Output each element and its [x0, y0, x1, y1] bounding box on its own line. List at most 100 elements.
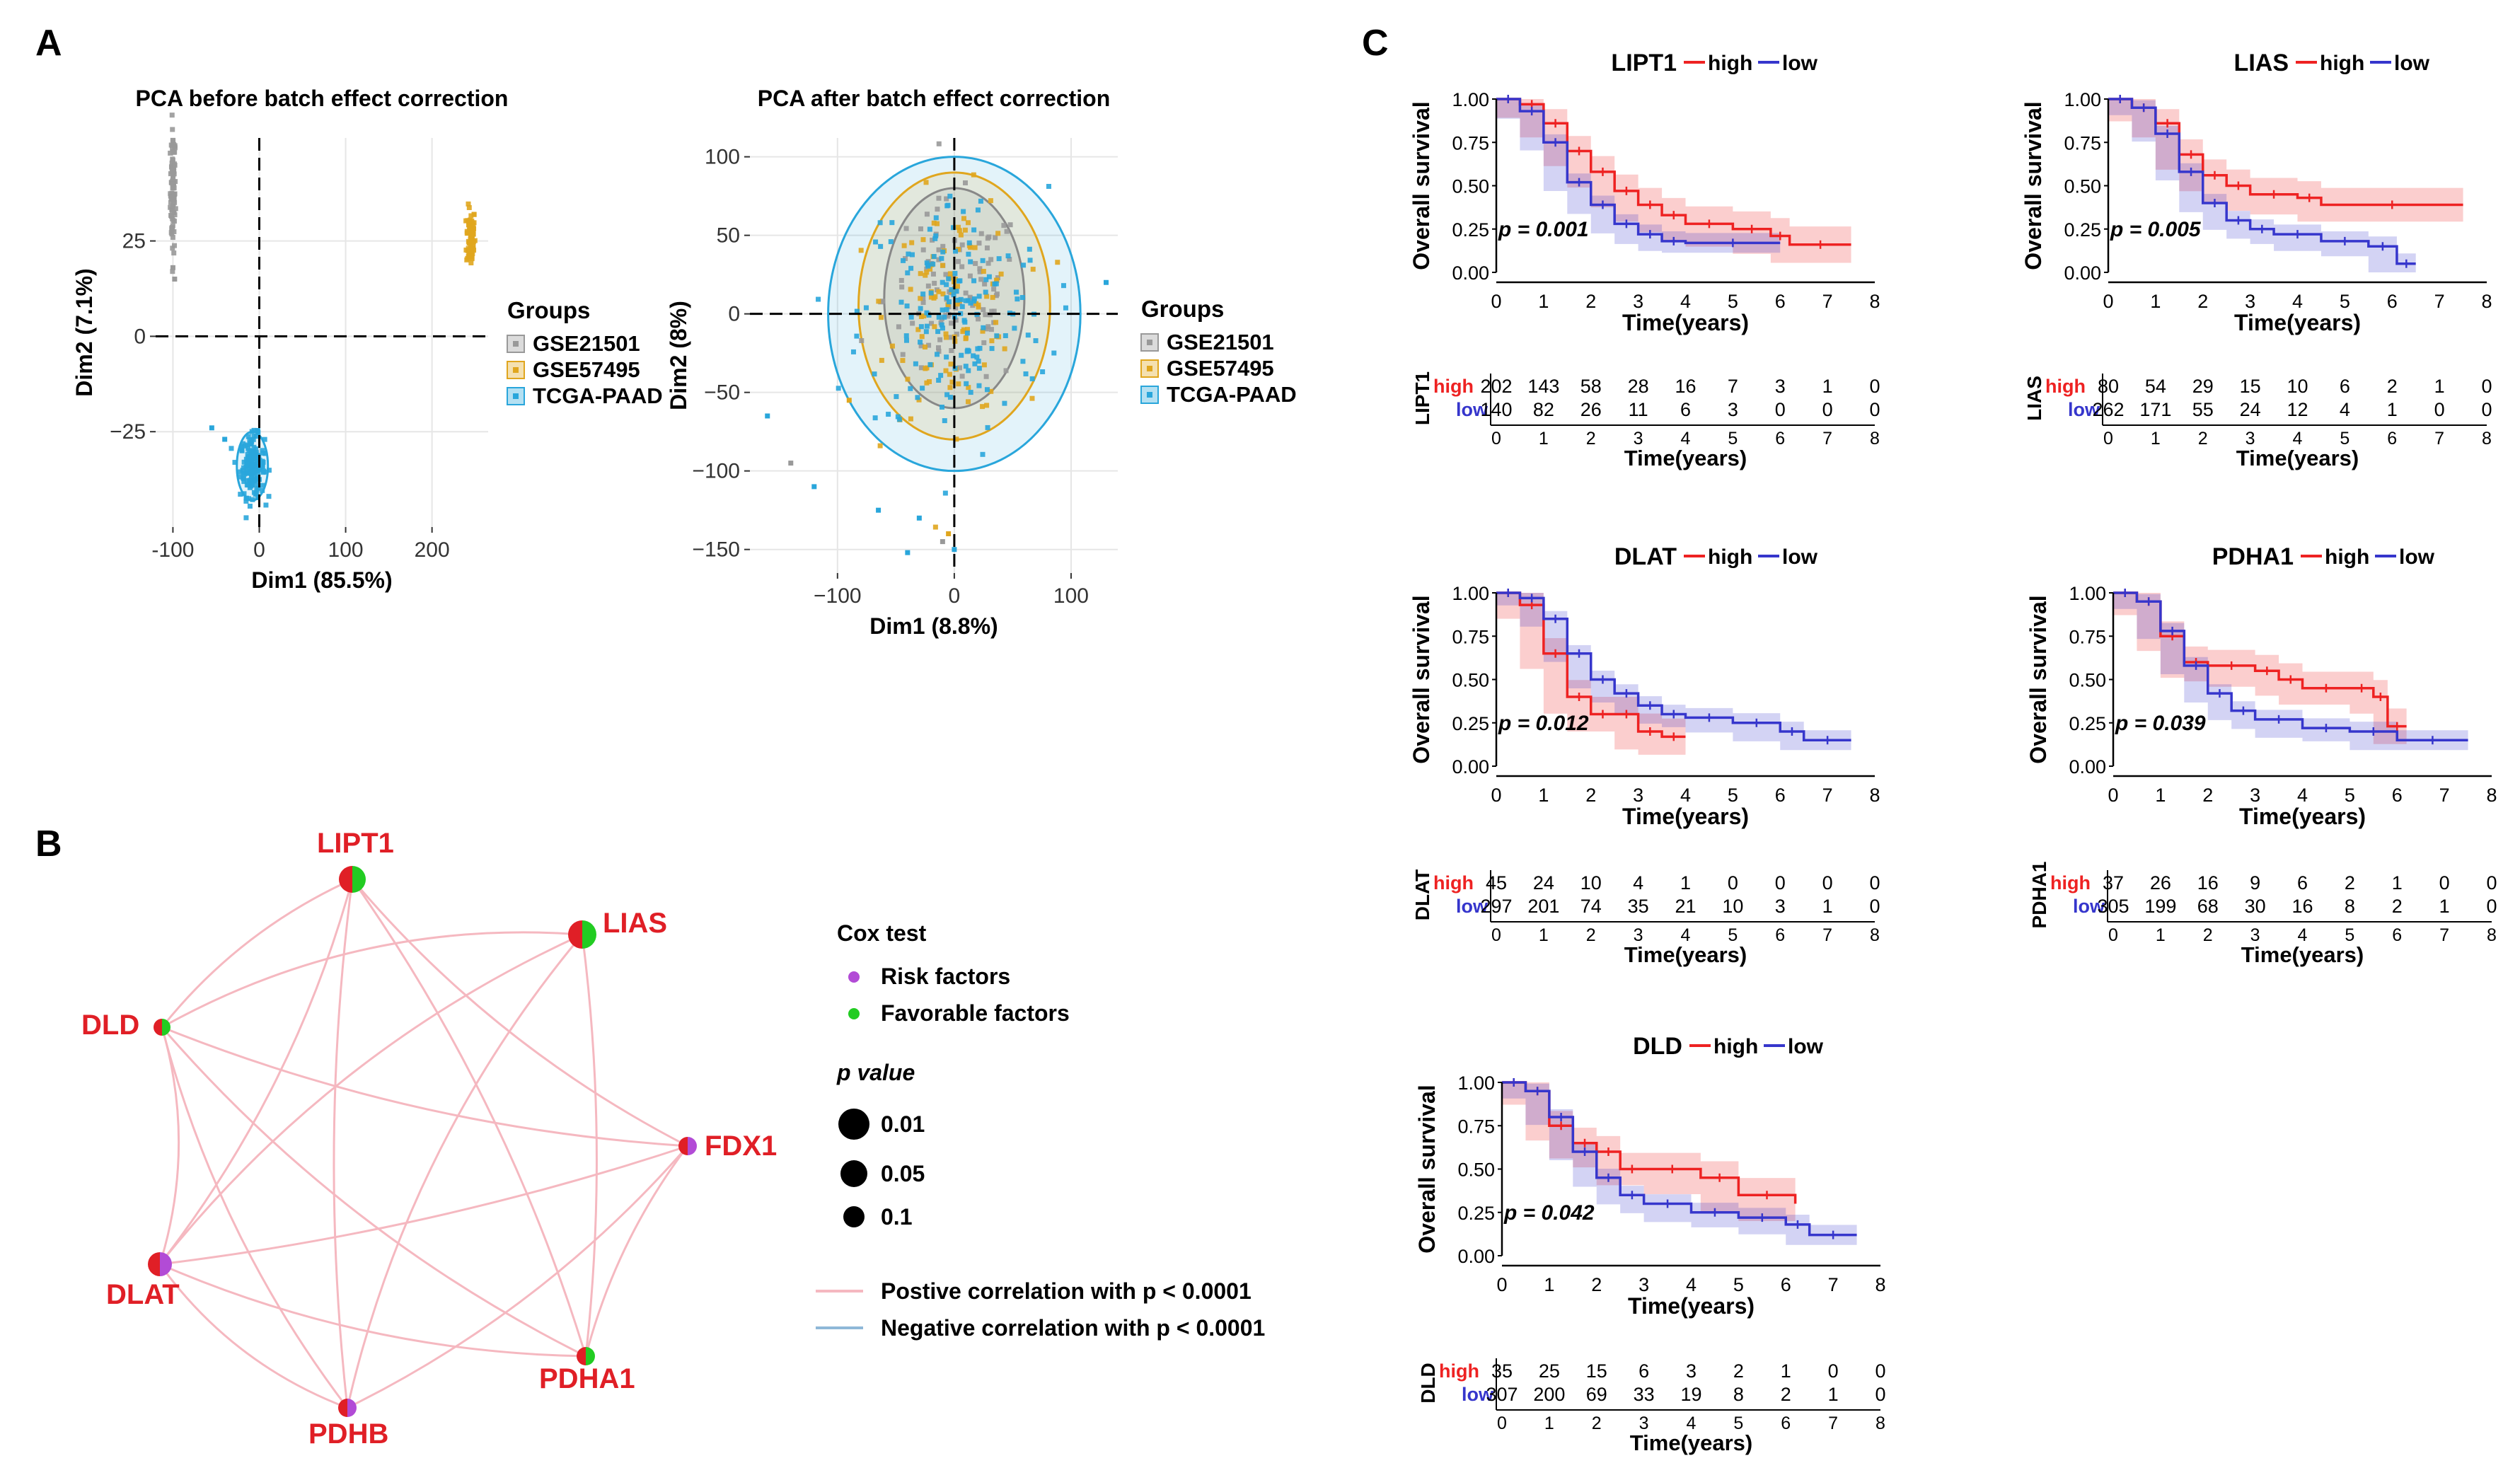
data-point — [983, 312, 988, 318]
data-point — [920, 299, 926, 305]
y-axis-label: Overall survival — [2021, 101, 2046, 270]
data-point — [956, 365, 962, 371]
x-tick-label: 7 — [1822, 785, 1833, 806]
data-point — [988, 257, 994, 262]
km-title: PDHA1 — [2212, 543, 2294, 570]
data-point — [1012, 325, 1017, 331]
data-point — [468, 232, 474, 238]
favorable-label: Favorable factors — [881, 1000, 1070, 1026]
data-point — [241, 491, 247, 497]
data-point — [900, 352, 906, 357]
data-point — [978, 277, 984, 282]
data-point — [954, 436, 959, 442]
p-size-label: 0.05 — [881, 1161, 925, 1186]
x-tick-label: 7 — [1828, 1274, 1839, 1295]
data-point — [901, 243, 907, 248]
data-point — [908, 287, 913, 292]
data-point — [949, 379, 955, 385]
node-half-green — [582, 920, 596, 949]
x-axis-label: Time(years) — [1628, 1293, 1755, 1319]
outlier-point — [905, 550, 911, 555]
risk-count-high: 2 — [2387, 376, 2398, 397]
data-point — [961, 318, 967, 323]
risk-count-high: 15 — [1586, 1360, 1607, 1382]
data-point — [915, 327, 921, 332]
risk-count-high: 0 — [1869, 376, 1880, 397]
data-point — [906, 251, 911, 257]
data-point — [918, 226, 923, 232]
data-point — [947, 271, 953, 277]
data-point — [251, 427, 257, 433]
data-point — [947, 371, 952, 377]
data-point — [245, 451, 250, 457]
data-point — [940, 262, 945, 268]
legend-high-label: high — [1708, 545, 1752, 569]
data-point — [936, 345, 942, 351]
data-point — [241, 479, 247, 485]
outlier-point — [788, 461, 794, 466]
data-point — [954, 301, 960, 307]
data-point — [989, 338, 995, 344]
data-point — [967, 273, 973, 279]
data-point — [1002, 400, 1007, 406]
data-point — [1029, 376, 1035, 381]
data-point — [986, 274, 992, 279]
x-tick-label: 7 — [1822, 291, 1833, 312]
panel-label-b: B — [35, 823, 62, 865]
data-point — [170, 216, 175, 221]
data-point — [168, 150, 173, 156]
data-point — [928, 294, 934, 300]
data-point — [854, 333, 860, 339]
data-point — [908, 265, 914, 271]
node-half-purple — [160, 1252, 172, 1276]
risk-count-high: 25 — [1539, 1360, 1560, 1382]
panel-label-a: A — [35, 23, 62, 64]
ci-band-high — [2108, 99, 2463, 222]
data-point — [936, 195, 942, 201]
favorable-dot — [848, 1008, 860, 1019]
data-point — [976, 294, 982, 299]
data-point — [958, 296, 964, 302]
data-point — [965, 327, 971, 332]
data-point — [920, 295, 926, 301]
risk-count-high: 0 — [1869, 872, 1880, 894]
risk-count-high: 45 — [1486, 872, 1507, 894]
data-point — [976, 366, 982, 371]
data-point — [961, 327, 966, 332]
risk-x-tick-label: 8 — [2487, 925, 2497, 945]
data-point — [918, 271, 923, 277]
risk-row-label-high: high — [2050, 872, 2091, 894]
y-axis-label: Dim2 (7.1%) — [71, 268, 97, 396]
y-tick-label: 0.25 — [1452, 713, 1489, 734]
risk-count-high: 58 — [1580, 376, 1602, 397]
node-label-lias: LIAS — [603, 908, 667, 939]
risk-row-label-low: low — [2068, 399, 2100, 420]
data-point — [942, 418, 947, 424]
risk-count-low: 21 — [1675, 896, 1696, 917]
x-tick-label: 100 — [1053, 584, 1089, 608]
risk-count-high: 0 — [1875, 1360, 1885, 1382]
data-point — [971, 227, 977, 233]
data-point — [943, 272, 949, 277]
data-point — [983, 277, 989, 282]
node-half-red — [339, 866, 352, 893]
node-half-red — [568, 920, 582, 949]
data-point — [924, 323, 930, 329]
legend-low-label: low — [2399, 545, 2435, 569]
risk-dot — [848, 971, 860, 983]
data-point — [915, 395, 920, 400]
data-point — [954, 331, 959, 337]
risk-count-high: 28 — [1628, 376, 1649, 397]
data-point — [920, 237, 926, 243]
risk-x-tick-label: 8 — [1870, 429, 1880, 449]
data-point — [945, 302, 951, 308]
data-point — [1025, 332, 1031, 338]
data-point — [879, 315, 884, 320]
data-point — [940, 404, 945, 410]
x-tick-label: 5 — [2345, 785, 2355, 806]
data-point — [963, 336, 969, 342]
data-point — [466, 254, 471, 260]
data-point — [961, 209, 966, 214]
